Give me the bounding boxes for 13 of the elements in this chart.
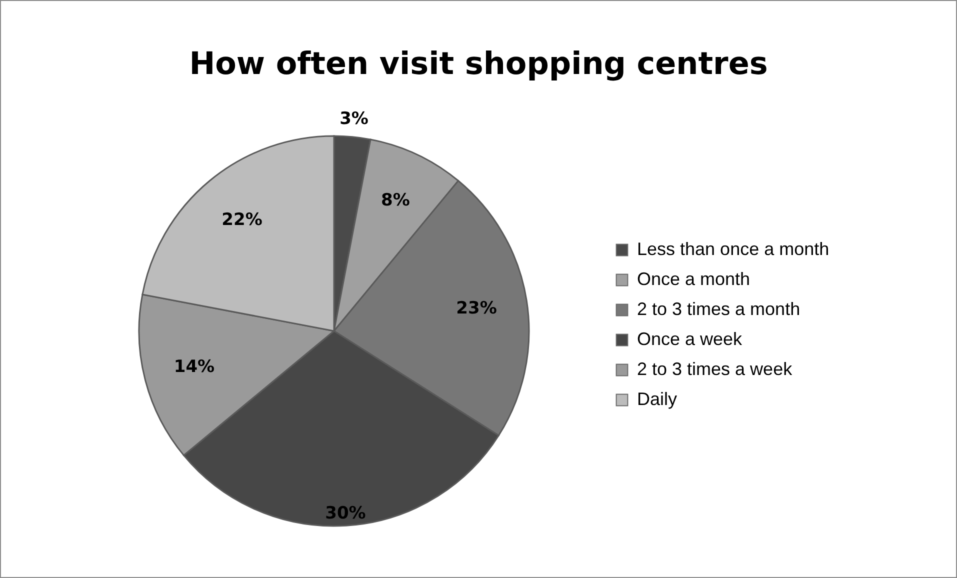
chart-title: How often visit shopping centres	[189, 46, 768, 82]
legend-label: 2 to 3 times a month	[637, 299, 800, 319]
legend-label: Less than once a month	[637, 239, 830, 259]
data-label: 8%	[381, 190, 410, 210]
legend-label: Once a week	[637, 329, 744, 349]
data-label: 23%	[456, 298, 497, 318]
legend-label: 2 to 3 times a week	[637, 359, 794, 379]
legend-label: Daily	[637, 389, 678, 409]
data-label: 3%	[340, 108, 368, 129]
legend-label: Once a month	[637, 269, 750, 289]
data-label: 14%	[174, 356, 215, 377]
data-label: 30%	[325, 504, 366, 524]
data-label: 22%	[222, 210, 262, 230]
